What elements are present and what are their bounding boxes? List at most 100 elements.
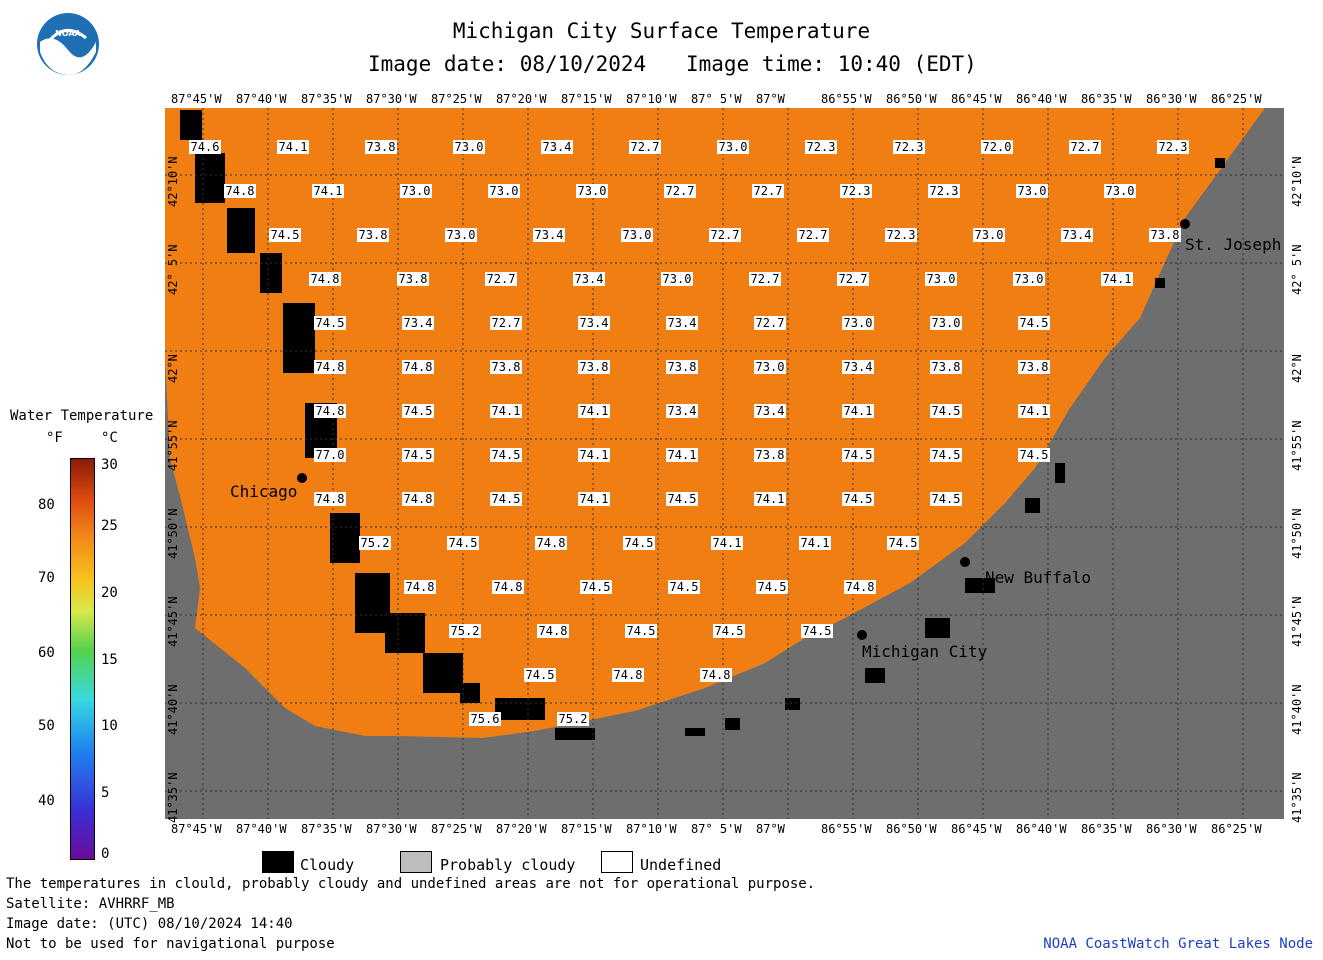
latitude-tick-label: 42°10'N — [166, 156, 180, 207]
temperature-label: 74.5 — [623, 536, 655, 550]
footer-disclaimer: The temperatures in clould, probably clo… — [6, 876, 816, 892]
latitude-tick-label: 41°45'N — [1290, 596, 1304, 647]
svg-text:73.8: 73.8 — [492, 360, 521, 374]
svg-text:73.4: 73.4 — [535, 228, 564, 242]
temperature-label: 73.0 — [1104, 184, 1136, 198]
svg-text:74.8: 74.8 — [404, 492, 433, 506]
svg-text:72.7: 72.7 — [631, 140, 660, 154]
temperature-label: 74.5 — [490, 492, 522, 506]
temperature-label: 73.4 — [541, 140, 573, 154]
temperature-label: 74.5 — [930, 492, 962, 506]
temperature-label: 74.5 — [402, 448, 434, 462]
svg-text:73.8: 73.8 — [668, 360, 697, 374]
probably-cloudy-label: Probably cloudy — [440, 856, 576, 874]
svg-text:74.1: 74.1 — [580, 404, 609, 418]
svg-text:72.3: 72.3 — [930, 184, 959, 198]
svg-text:73.0: 73.0 — [932, 316, 961, 330]
svg-text:73.0: 73.0 — [756, 360, 785, 374]
place-name: Chicago — [230, 482, 297, 501]
longitude-tick-label: 87°45'W — [171, 822, 222, 836]
longitude-tick-label: 86°30'W — [1146, 92, 1197, 106]
temperature-label: 74.8 — [612, 668, 644, 682]
longitude-tick-label: 87°10'W — [626, 822, 677, 836]
temperature-label: 74.1 — [578, 492, 610, 506]
temperature-label: 74.5 — [524, 668, 556, 682]
longitude-tick-label: 86°35'W — [1081, 92, 1132, 106]
image-time-label: Image time: 10:40 (EDT) — [686, 52, 977, 76]
temperature-label: 74.8 — [314, 360, 346, 374]
svg-text:77.0: 77.0 — [316, 448, 345, 462]
cloudy-pixel-block — [1055, 463, 1065, 483]
temperature-label: 74.8 — [404, 580, 436, 594]
longitude-tick-label: 87°20'W — [496, 92, 547, 106]
temperature-label: 73.8 — [1018, 360, 1050, 374]
temperature-label: 73.8 — [357, 228, 389, 242]
temperature-label: 72.7 — [664, 184, 696, 198]
temperature-label: 74.5 — [1018, 316, 1050, 330]
temperature-label: 74.8 — [309, 272, 341, 286]
longitude-tick-label: 87°15'W — [561, 92, 612, 106]
cloudy-pixel-block — [260, 253, 282, 293]
place-name: St. Joseph — [1185, 235, 1281, 254]
svg-text:74.8: 74.8 — [316, 360, 345, 374]
svg-text:72.7: 72.7 — [487, 272, 516, 286]
cloudy-swatch — [262, 851, 294, 873]
svg-text:72.3: 72.3 — [842, 184, 871, 198]
temperature-label: 73.0 — [621, 228, 653, 242]
svg-text:74.5: 74.5 — [316, 316, 345, 330]
svg-text:73.4: 73.4 — [580, 316, 609, 330]
temperature-label: 72.0 — [981, 140, 1013, 154]
svg-text:72.7: 72.7 — [492, 316, 521, 330]
svg-text:73.8: 73.8 — [1020, 360, 1049, 374]
temperature-label: 73.4 — [666, 316, 698, 330]
latitude-tick-label: 41°50'N — [166, 508, 180, 559]
temperature-label: 74.5 — [801, 624, 833, 638]
temperature-label: 73.0 — [717, 140, 749, 154]
svg-text:73.0: 73.0 — [1015, 272, 1044, 286]
longitude-tick-label: 86°45'W — [951, 822, 1002, 836]
temperature-label: 72.3 — [928, 184, 960, 198]
temperature-label: 74.5 — [1018, 448, 1050, 462]
svg-text:73.4: 73.4 — [844, 360, 873, 374]
temperature-label: 73.4 — [1061, 228, 1093, 242]
cloudy-pixel-block — [965, 578, 995, 593]
svg-text:74.1: 74.1 — [580, 492, 609, 506]
svg-text:73.4: 73.4 — [575, 272, 604, 286]
latitude-tick-label: 42°N — [166, 354, 180, 383]
latitude-tick-label: 41°55'N — [1290, 420, 1304, 471]
svg-text:72.3: 72.3 — [887, 228, 916, 242]
svg-text:73.0: 73.0 — [455, 140, 484, 154]
temperature-label: 73.4 — [578, 316, 610, 330]
svg-text:73.8: 73.8 — [932, 360, 961, 374]
latitude-tick-label: 42° 5'N — [1290, 244, 1304, 295]
svg-text:74.8: 74.8 — [702, 668, 731, 682]
noaa-logo: NOAA — [36, 12, 100, 76]
svg-text:74.8: 74.8 — [846, 580, 875, 594]
temperature-label: 73.0 — [842, 316, 874, 330]
undefined-label: Undefined — [640, 856, 722, 874]
svg-text:73.0: 73.0 — [719, 140, 748, 154]
cloudy-pixel-block — [460, 683, 480, 703]
cloudy-pixel-block — [180, 110, 202, 140]
longitude-tick-label: 86°35'W — [1081, 822, 1132, 836]
svg-text:74.5: 74.5 — [803, 624, 832, 638]
svg-text:74.8: 74.8 — [316, 404, 345, 418]
svg-text:73.4: 73.4 — [404, 316, 433, 330]
temperature-label: 74.5 — [580, 580, 612, 594]
longitude-tick-label: 87°W — [756, 822, 785, 836]
svg-text:74.5: 74.5 — [670, 580, 699, 594]
legend-c-label: 0 — [101, 846, 110, 862]
temperature-label: 74.8 — [224, 184, 256, 198]
temperature-label: 73.0 — [1013, 272, 1045, 286]
place-name: New Buffalo — [985, 568, 1091, 587]
image-date-label: Image date: 08/10/2024 — [368, 52, 647, 76]
longitude-tick-label: 87°40'W — [236, 92, 287, 106]
temperature-label: 72.7 — [1069, 140, 1101, 154]
cloudy-label: Cloudy — [300, 856, 355, 874]
svg-text:74.8: 74.8 — [537, 536, 566, 550]
legend-c-label: 25 — [101, 518, 118, 534]
svg-text:74.5: 74.5 — [715, 624, 744, 638]
cloudy-pixel-block — [195, 153, 225, 203]
longitude-tick-label: 86°40'W — [1016, 822, 1067, 836]
temperature-label: 72.3 — [805, 140, 837, 154]
